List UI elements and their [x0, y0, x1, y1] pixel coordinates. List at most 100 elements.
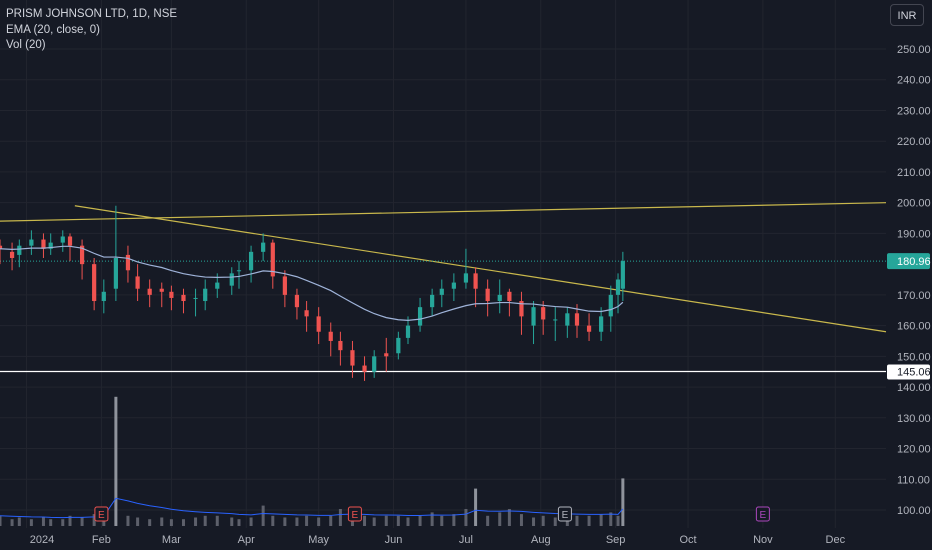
earnings-badge [347, 506, 362, 522]
candle [67, 233, 73, 262]
legend-title[interactable]: PRISM JOHNSON LTD, 1D, NSE [6, 8, 178, 20]
candle-body [135, 276, 140, 289]
candle [372, 350, 377, 378]
candle-body [586, 325, 592, 332]
candle [147, 279, 152, 308]
candle [430, 288, 435, 317]
price-tick-label: 100.00 [897, 505, 931, 517]
volume-bar [532, 517, 536, 526]
candle [270, 239, 275, 289]
candle-body [17, 245, 22, 255]
candle [48, 233, 53, 255]
candle-body [417, 307, 423, 326]
candle-body [9, 251, 15, 258]
volume-bar [68, 515, 72, 526]
volume-bar [249, 517, 253, 526]
volume-bar [486, 515, 490, 526]
candle [620, 251, 625, 302]
candle [135, 264, 140, 302]
candle [451, 273, 456, 302]
volume-bar [464, 509, 468, 526]
volume-bar [126, 515, 130, 526]
candle [294, 288, 300, 320]
candle [439, 279, 444, 308]
volume-bar [271, 515, 275, 526]
candle-body [304, 310, 309, 317]
candle [497, 279, 502, 314]
time-tick-label: Jun [385, 534, 403, 546]
candle-body [451, 282, 456, 289]
earnings-marker[interactable]: E [347, 506, 362, 522]
last-price-label: 180.96 [897, 256, 931, 268]
volume-bar [61, 519, 65, 526]
volume-bar [215, 515, 219, 526]
candle-body [203, 288, 208, 302]
candle-body [531, 307, 536, 326]
volume-bar [553, 517, 557, 526]
volume-bar [136, 517, 140, 526]
candle [362, 356, 367, 381]
candle [125, 245, 131, 283]
time-tick-label: May [308, 534, 329, 546]
candle-body [229, 273, 234, 286]
volume-bar [92, 514, 96, 526]
candle-body [261, 242, 266, 252]
price-tick-label: 250.00 [897, 44, 931, 56]
support-price-label: 145.06 [897, 367, 931, 379]
legend-volume[interactable]: Vol (20) [6, 39, 46, 51]
earnings-marker[interactable]: E [94, 506, 109, 522]
candle [531, 301, 536, 345]
trendline-2 [0, 202, 887, 222]
volume-bar [329, 515, 333, 526]
candle-body [60, 236, 65, 243]
candle [9, 242, 15, 271]
candle-body [497, 294, 502, 302]
earnings-marker[interactable]: E [557, 506, 572, 522]
candle [541, 301, 546, 335]
candle [574, 304, 580, 338]
candle-body [215, 282, 220, 289]
volume-bar [194, 517, 198, 526]
candle-body [396, 337, 401, 354]
time-tick-label: Jul [459, 534, 473, 546]
time-tick-label: Oct [679, 534, 696, 546]
volume-bar [317, 517, 321, 526]
candle [519, 291, 524, 335]
candlesticks [0, 205, 625, 381]
candle [193, 288, 198, 317]
candle-body [485, 288, 490, 302]
candle [41, 233, 46, 258]
candle [229, 267, 234, 295]
candle [599, 307, 604, 341]
candle-body [608, 294, 613, 317]
candle [236, 261, 242, 289]
candle [203, 279, 208, 311]
earnings-label: E [760, 510, 767, 521]
candle-body [328, 331, 333, 341]
volume-bar [0, 515, 2, 526]
candle-body [519, 301, 524, 317]
volume-bar [616, 515, 620, 526]
price-tick-label: 230.00 [897, 105, 931, 117]
volume-bar [49, 519, 53, 526]
candle [328, 322, 333, 357]
earnings-badge [94, 506, 109, 522]
candle [92, 257, 97, 311]
volume-bar [452, 514, 456, 526]
earnings-marker[interactable]: E [755, 506, 770, 522]
legend-ema[interactable]: EMA (20, close, 0) [6, 23, 100, 36]
candle-body [620, 261, 625, 289]
trendline-1 [74, 205, 887, 333]
earnings-label: E [562, 510, 569, 521]
candle [261, 233, 266, 262]
candle-body [67, 236, 73, 246]
volume-bar [440, 515, 444, 526]
candle-body [316, 316, 321, 332]
candle [396, 331, 401, 360]
volume-bar [338, 509, 342, 526]
volume-bar [160, 517, 164, 526]
candle [338, 331, 343, 366]
earnings-badge [755, 506, 770, 522]
currency-button[interactable]: INR [890, 4, 924, 26]
